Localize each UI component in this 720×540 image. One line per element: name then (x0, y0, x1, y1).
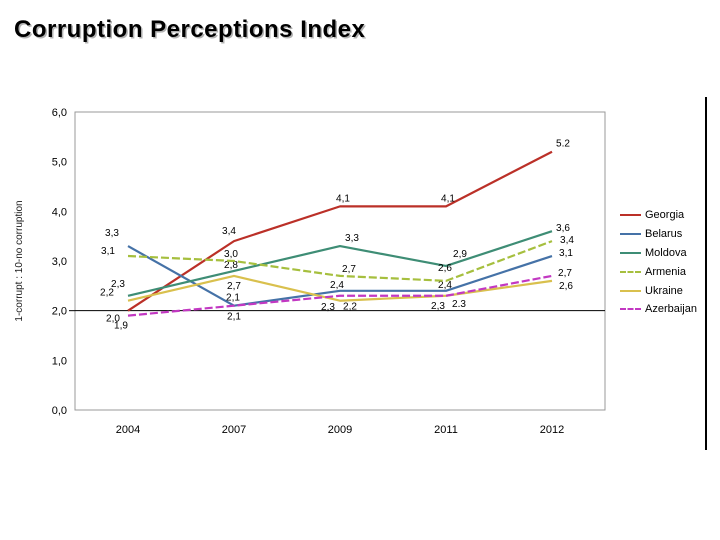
data-label-moldova: 2,3 (111, 279, 125, 290)
legend-swatch-belarus (620, 233, 641, 236)
data-label-azerbaijan: 1,9 (114, 321, 128, 332)
data-label-moldova: 2,9 (453, 249, 467, 260)
series-line-moldova (127, 230, 553, 297)
y-tick-label: 6,0 (52, 107, 67, 119)
data-label-armenia: 2,6 (438, 263, 452, 274)
y-tick-label: 3,0 (52, 256, 67, 268)
legend-label-moldova: Moldova (645, 246, 687, 259)
legend-label-ukraine: Ukraine (645, 284, 683, 297)
x-tick-label: 2012 (540, 424, 564, 436)
y-tick-label: 5,0 (52, 157, 67, 169)
legend-label-georgia: Georgia (645, 209, 685, 222)
data-label-moldova: 2,8 (224, 260, 238, 271)
data-label-azerbaijan: 2,3 (321, 302, 335, 313)
legend-swatch-azerbaijan (620, 308, 641, 311)
data-label-belarus: 2,4 (438, 280, 452, 291)
legend-item-belarus: Belarus (620, 225, 697, 244)
data-label-georgia: 5.2 (556, 139, 570, 150)
legend-label-belarus: Belarus (645, 228, 683, 241)
plot-area-border (74, 111, 606, 411)
x-tick-label: 2007 (222, 424, 246, 436)
y-tick-label: 1,0 (52, 355, 67, 367)
legend-swatch-georgia (620, 214, 641, 217)
data-label-armenia: 3,1 (101, 246, 115, 257)
legend-item-azerbaijan: Azerbaijan (620, 300, 697, 319)
data-label-armenia: 3,4 (560, 235, 574, 246)
data-label-azerbaijan: 2,1 (227, 312, 241, 323)
legend-swatch-armenia (620, 270, 641, 273)
vertical-divider-line (705, 97, 707, 450)
legend-swatch-moldova (620, 251, 641, 254)
data-label-moldova: 3,3 (345, 233, 359, 244)
data-label-armenia: 3,0 (224, 249, 238, 260)
data-label-moldova: 3,6 (556, 223, 570, 234)
data-label-armenia: 2,7 (342, 264, 356, 275)
legend-swatch-ukraine (620, 289, 641, 292)
y-tick-label: 2,0 (52, 306, 67, 318)
x-tick-label: 2011 (434, 424, 458, 436)
data-label-belarus: 3,3 (105, 228, 119, 239)
data-label-ukraine: 2,7 (227, 281, 241, 292)
data-label-ukraine: 2,2 (100, 288, 114, 299)
legend-item-georgia: Georgia (620, 206, 697, 225)
data-label-azerbaijan: 2,7 (558, 268, 572, 279)
page-title: Corruption Perceptions Index (14, 16, 366, 43)
data-label-belarus: 3,1 (559, 248, 573, 259)
legend: Georgia Belarus Moldova Armenia Ukraine Azerb… (620, 206, 697, 319)
data-label-georgia: 3,4 (222, 226, 236, 237)
legend-item-armenia: Armenia (620, 262, 697, 281)
data-label-ukraine: 2,3 (431, 301, 445, 312)
data-label-georgia: 2,0 (106, 314, 120, 325)
x-tick-label: 2004 (116, 424, 140, 436)
data-label-ukraine: 2,2 (343, 302, 357, 313)
y-tick-label: 4,0 (52, 206, 67, 218)
legend-item-moldova: Moldova (620, 244, 697, 263)
series-line-azerbaijan (127, 274, 553, 317)
data-label-belarus: 2,1 (226, 293, 240, 304)
data-label-azerbaijan: 2.3 (452, 299, 466, 310)
series-line-ukraine (127, 274, 553, 302)
series-line-armenia (127, 240, 553, 282)
x-tick-label: 2009 (328, 424, 352, 436)
legend-item-ukraine: Ukraine (620, 281, 697, 300)
series-line-georgia (127, 150, 553, 312)
data-label-georgia: 4,1 (441, 193, 455, 204)
legend-label-armenia: Armenia (645, 265, 686, 278)
legend-label-azerbaijan: Azerbaijan (645, 303, 697, 316)
y-tick-label: 0,0 (52, 405, 67, 417)
data-label-belarus: 2,4 (330, 280, 344, 291)
series-line-belarus (127, 245, 553, 307)
data-label-georgia: 4,1 (336, 193, 350, 204)
data-label-ukraine: 2,6 (559, 281, 573, 292)
